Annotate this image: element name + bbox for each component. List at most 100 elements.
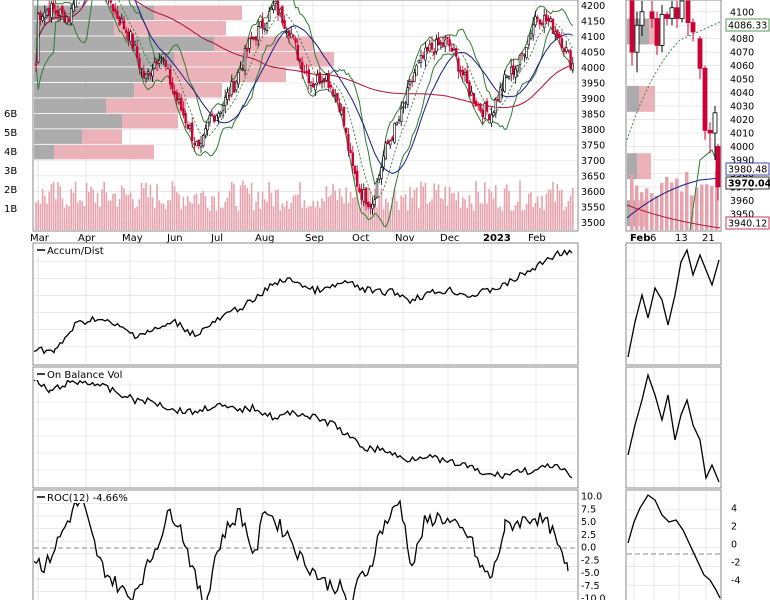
inset-price-label: 4086.33 [728,21,767,32]
volume-bar [336,199,339,230]
volume-bar [475,181,477,230]
candle-body [421,55,425,59]
candle-body [391,137,394,141]
candle-body [468,81,471,97]
inset-x-axis: Feb 6 13 21 [630,233,715,244]
volume-bar [497,207,499,230]
volume-bar [523,210,526,230]
inset-sma-200 [626,204,721,229]
volume-tick: 6B [4,109,17,120]
inset-volume-bar [645,188,649,230]
volume-bar [99,206,101,230]
candle-body [292,34,295,37]
volume-bar [481,203,484,230]
candle-body [351,152,354,166]
candle-body [261,18,264,29]
volume-bar [512,210,515,230]
vbp-up-bar [34,67,154,83]
vbp-down-bar [154,5,242,21]
volume-bar [173,186,176,230]
candle-body [408,81,412,86]
volume-axis: 6B 5B 4B 3B 2B 1B [4,109,17,215]
volume-bar [323,201,325,230]
candle-body [125,29,128,33]
volume-bar [244,185,246,230]
volume-bar [530,192,532,230]
volume-bar [167,200,169,230]
vbp-up-bar [34,144,54,160]
volume-bar [57,182,59,230]
volume-bar [558,190,561,230]
volume-bar [299,182,301,230]
candle-body [479,103,482,112]
volume-bar [556,184,559,230]
volume-bar [52,182,55,230]
volume-bar [347,203,350,230]
candle-body [116,10,119,19]
month-tick: Sep [305,233,324,244]
inset-price-box [725,162,770,176]
price-tick: 4000 [581,63,605,74]
inset-price-tick: 4030 [730,102,754,113]
candle-body [545,14,548,22]
volume-bar [165,209,167,230]
obv-inset-line [627,372,720,483]
candle-body [250,36,253,40]
volume-bar [479,203,482,230]
candle-body [340,109,343,115]
volume-bar [567,200,570,230]
inset-candle-body [634,24,640,53]
price-tick: 3700 [581,156,605,167]
volume-bar [442,199,444,230]
candle-body [450,47,453,52]
roc-inset-tick: -2 [731,558,740,569]
volume-bar [486,203,488,230]
volume-bar [356,184,358,230]
candle-body [371,204,374,210]
candle-body [373,199,376,206]
inset-candle-body [697,38,703,69]
candle-body [325,74,328,81]
volume-bar [215,210,218,230]
sma-50-line [35,0,573,174]
volume-bar [387,202,389,230]
inset-candle-body [674,7,680,19]
inset-candle-body [712,112,718,134]
volume-bar [325,186,328,230]
price-tick: 3500 [581,218,605,229]
volume-bar [182,196,185,230]
candle-body [276,0,280,16]
volume-bar [466,208,468,230]
inset-volume-bar [665,176,669,230]
volume-bar [94,202,97,230]
month-tick: Oct [352,233,369,244]
inset-volume-bar [710,186,714,230]
candle-body [353,165,357,174]
candle-body [419,55,423,63]
inset-x-tick: 21 [702,233,715,244]
candle-body [122,20,126,30]
volume-bar [206,207,209,230]
bollinger-lower [35,0,574,228]
candle-body [402,106,405,109]
candle-body [109,0,113,3]
volume-bar [184,206,187,230]
volume-bar [358,207,361,230]
volume-bar [138,199,141,230]
candle-body [474,100,478,107]
volume-bar [554,201,556,230]
volume-bar [63,208,66,230]
volume-bar [514,205,517,230]
on-balance-volume-line [33,377,573,480]
volume-bar [528,193,530,230]
volume-bar [46,203,48,230]
volume-bar [277,189,279,230]
candle-body [386,140,390,145]
volume-bar [446,205,449,230]
volume-bar [301,208,303,230]
candle-body [289,33,293,39]
candle-body [490,114,493,124]
volume-bar [382,208,385,230]
volume-bar [349,192,352,230]
price-candles [34,0,575,215]
